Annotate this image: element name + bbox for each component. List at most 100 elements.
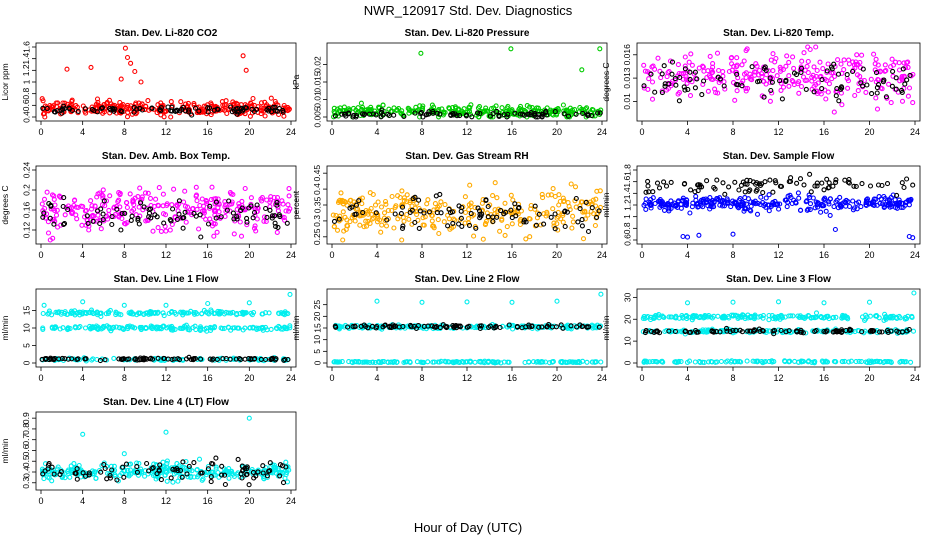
data-point <box>359 201 365 207</box>
data-point <box>767 75 773 81</box>
data-point <box>338 190 344 196</box>
data-point <box>826 81 832 87</box>
data-point <box>219 99 225 105</box>
data-point <box>557 198 563 205</box>
data-point <box>708 203 714 209</box>
data-point <box>883 94 889 100</box>
x-tick-label: 12 <box>462 250 472 260</box>
data-point <box>907 72 913 78</box>
data-point <box>882 204 888 210</box>
data-point <box>143 355 149 362</box>
y-tick-label: 1.2 <box>21 64 31 76</box>
data-point <box>902 316 908 322</box>
data-point <box>157 462 163 468</box>
data-point <box>370 359 376 365</box>
data-point <box>800 358 806 364</box>
data-point <box>722 191 728 197</box>
data-point <box>209 184 215 190</box>
data-point <box>715 90 721 96</box>
y-tick-label: 30 <box>622 292 632 302</box>
data-point <box>227 208 233 214</box>
data-point <box>412 219 418 226</box>
data-point <box>163 228 169 234</box>
data-point <box>677 74 683 81</box>
data-point <box>266 468 272 474</box>
data-point <box>589 205 595 211</box>
data-point <box>558 216 564 222</box>
data-point <box>829 66 835 72</box>
data-point <box>164 201 170 207</box>
data-point <box>167 217 173 223</box>
data-point <box>821 315 827 321</box>
panel-ylabel: Licor ppm <box>0 63 10 100</box>
data-point <box>239 463 245 469</box>
data-point <box>236 109 242 115</box>
data-point <box>251 309 257 316</box>
panel-title: Stan. Dev. Li-820 Pressure <box>405 28 530 39</box>
data-point <box>206 205 213 211</box>
data-point <box>532 203 538 209</box>
data-point <box>352 324 358 330</box>
data-point <box>786 83 792 89</box>
data-point <box>381 210 388 216</box>
data-point <box>40 326 46 332</box>
series-ref <box>40 455 289 488</box>
data-point <box>42 114 48 120</box>
data-point <box>775 313 781 320</box>
data-point <box>892 197 898 203</box>
data-point <box>287 323 293 329</box>
data-point <box>864 314 870 320</box>
data-point <box>824 328 830 334</box>
data-point <box>268 109 275 115</box>
x-tick-label: 8 <box>122 127 127 137</box>
y-tick-label: 5 <box>21 343 31 348</box>
data-point <box>58 469 64 475</box>
x-tick-label: 12 <box>462 127 472 137</box>
data-point <box>382 198 389 205</box>
data-point <box>438 358 444 364</box>
data-point <box>46 308 52 314</box>
data-point <box>659 90 665 96</box>
data-point <box>856 199 862 205</box>
data-point <box>815 200 821 206</box>
data-point <box>822 195 828 201</box>
data-point <box>39 201 45 207</box>
data-point <box>429 102 435 108</box>
data-point <box>540 111 546 117</box>
data-point <box>176 198 182 204</box>
data-point <box>814 67 820 74</box>
data-point <box>661 179 667 185</box>
data-point <box>450 111 456 117</box>
data-point <box>127 191 133 197</box>
data-point <box>452 323 458 329</box>
data-point <box>231 216 237 222</box>
data-point <box>156 185 162 191</box>
data-point <box>769 202 775 208</box>
data-point <box>354 359 360 365</box>
data-point <box>674 202 680 208</box>
data-point <box>758 194 764 200</box>
data-point <box>69 97 75 103</box>
data-point <box>255 469 261 475</box>
data-point <box>260 470 266 476</box>
data-point <box>211 311 217 317</box>
data-point <box>788 194 794 200</box>
data-point <box>516 204 522 210</box>
data-point <box>902 200 908 206</box>
data-point <box>466 108 472 114</box>
data-point <box>508 207 514 213</box>
data-point <box>274 202 280 208</box>
data-point <box>177 467 184 474</box>
y-tick-label: 25 <box>312 300 322 310</box>
data-point <box>897 315 903 321</box>
data-point <box>456 221 462 227</box>
data-point <box>234 216 240 222</box>
data-point <box>890 313 896 319</box>
data-point <box>242 185 248 192</box>
data-point <box>467 182 473 188</box>
data-point <box>394 359 400 365</box>
data-point <box>429 212 435 219</box>
data-point <box>86 472 92 478</box>
